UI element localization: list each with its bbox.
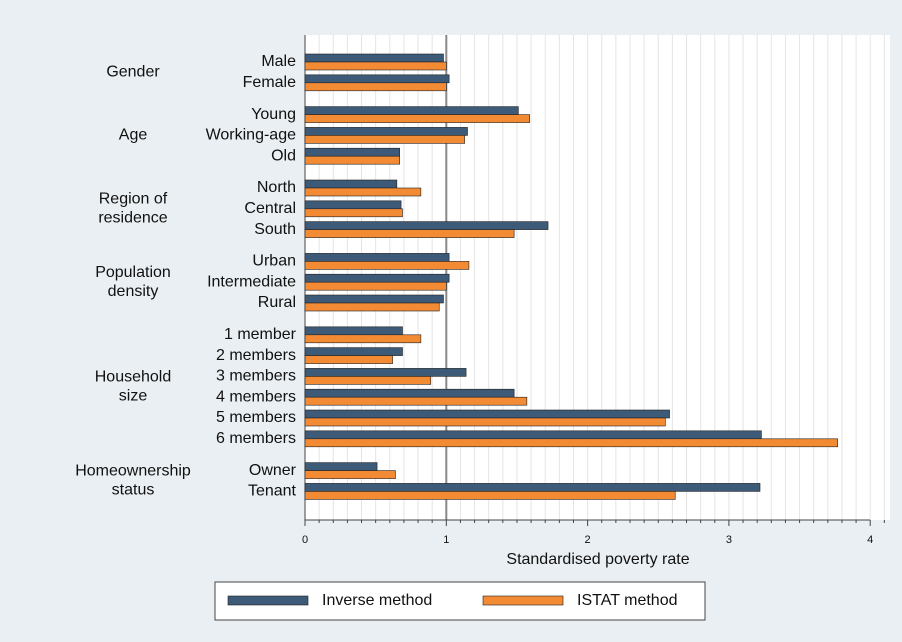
- category-label: North: [257, 179, 296, 196]
- x-tick-label: 4: [867, 534, 873, 546]
- bar: [304, 302, 440, 312]
- category-label: 4 members: [216, 388, 296, 405]
- bar: [304, 396, 528, 406]
- bar: [304, 61, 447, 71]
- bar: [304, 273, 450, 283]
- category-label: 1 member: [224, 326, 297, 343]
- bar: [304, 438, 839, 448]
- bar: [304, 106, 519, 115]
- category-label: Central: [244, 200, 296, 217]
- x-tick-label: 3: [726, 534, 732, 546]
- legend-swatch: [482, 595, 564, 606]
- x-tick-label: 1: [443, 534, 449, 546]
- group-label: density: [108, 283, 159, 300]
- bar: [304, 294, 444, 304]
- category-label: Female: [243, 74, 296, 91]
- bar: [304, 281, 447, 291]
- bar: [304, 326, 403, 336]
- bar: [304, 417, 666, 427]
- x-tick-label: 0: [302, 534, 308, 546]
- category-label: 3 members: [216, 368, 296, 385]
- bar: [304, 82, 447, 92]
- bar: [304, 200, 402, 210]
- bar: [304, 179, 398, 189]
- bar: [304, 53, 444, 63]
- bar: [304, 347, 403, 356]
- legend-label: Inverse method: [322, 592, 432, 609]
- category-label: 2 members: [216, 347, 296, 364]
- bar: [304, 376, 432, 385]
- x-tick-label: 2: [585, 534, 591, 546]
- bar: [304, 187, 422, 197]
- bar: [304, 470, 396, 479]
- bar: [304, 135, 465, 144]
- bar: [304, 334, 422, 344]
- category-label: Old: [271, 147, 296, 164]
- category-label: 5 members: [216, 409, 296, 426]
- group-label: Region of: [99, 191, 168, 208]
- bar: [304, 229, 515, 238]
- category-label: 6 members: [216, 430, 296, 447]
- bar: [304, 355, 393, 364]
- category-label: Young: [251, 106, 296, 123]
- bar: [304, 74, 450, 84]
- category-label: Tenant: [248, 483, 297, 500]
- legend-label: ISTAT method: [577, 592, 677, 609]
- bar: [304, 127, 468, 136]
- category-label: Male: [261, 53, 296, 70]
- legend-swatch: [227, 595, 309, 606]
- group-label: Age: [119, 127, 148, 144]
- group-label: Population: [95, 264, 171, 281]
- group-label: size: [119, 388, 148, 405]
- bar: [304, 483, 761, 492]
- x-axis-title: Standardised poverty rate: [506, 551, 689, 568]
- bar: [304, 462, 378, 471]
- category-label: Intermediate: [207, 273, 296, 290]
- bar: [304, 430, 762, 440]
- bar: [304, 388, 515, 398]
- category-label: Rural: [258, 294, 296, 311]
- bar: [304, 261, 470, 270]
- group-label: status: [112, 482, 155, 499]
- group-label: Homeownership: [75, 463, 191, 480]
- category-label: Owner: [249, 462, 297, 479]
- bar: [304, 368, 467, 377]
- bar: [304, 147, 400, 157]
- bar: [304, 491, 676, 500]
- bar: [304, 409, 670, 419]
- bar: [304, 155, 400, 165]
- category-label: Urban: [252, 253, 296, 270]
- bar: [304, 208, 403, 218]
- group-label: residence: [98, 210, 167, 227]
- bar: [304, 221, 549, 230]
- group-label: Gender: [106, 64, 160, 81]
- bar: [304, 253, 450, 262]
- category-label: South: [254, 221, 296, 238]
- category-label: Working-age: [206, 127, 297, 144]
- bar: [304, 114, 530, 123]
- group-label: Household: [95, 369, 172, 386]
